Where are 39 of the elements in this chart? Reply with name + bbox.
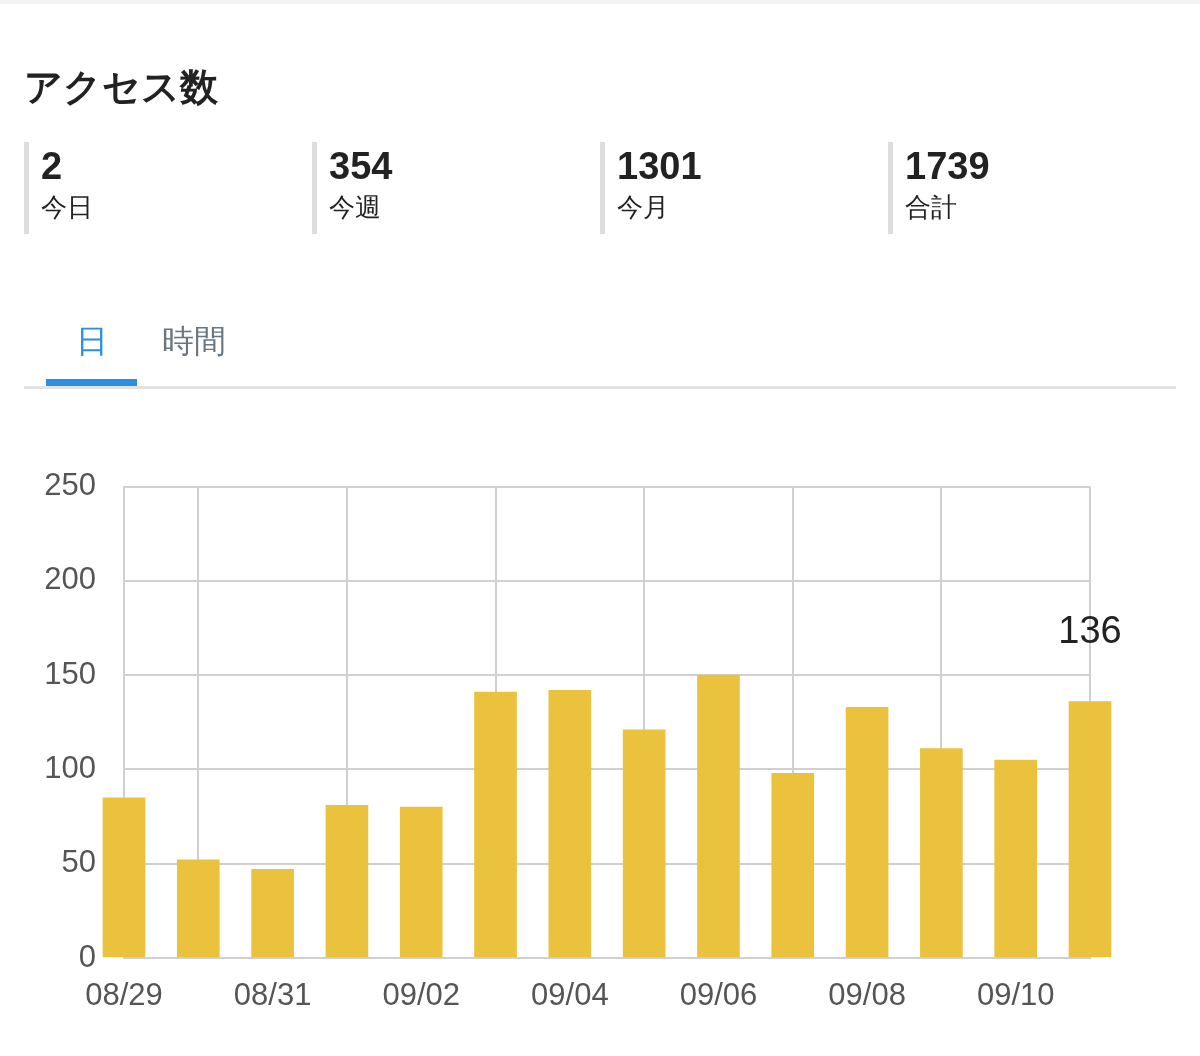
x-tick-label: 08/29 [85, 977, 163, 1013]
x-tick-label: 09/10 [976, 977, 1055, 1013]
bar [474, 691, 517, 958]
text: 今週 [329, 191, 382, 224]
x-tick-label: 09/04 [531, 977, 609, 1013]
bar [771, 772, 815, 958]
bar [622, 729, 666, 958]
bar [920, 748, 963, 958]
text: 時間 [160, 322, 227, 361]
bar [176, 859, 220, 958]
text: 1739 [905, 144, 991, 189]
bar [251, 869, 294, 958]
bar [845, 706, 889, 958]
text: 1301 [617, 144, 703, 189]
y-tick-label: 200 [44, 561, 96, 597]
x-tick-label: 09/06 [679, 977, 758, 1013]
text: 合計 [905, 191, 958, 224]
x-tick-label: 08/31 [233, 977, 312, 1013]
y-tick-label: 150 [44, 655, 96, 691]
bar [102, 797, 146, 958]
bar [548, 689, 592, 958]
bar [325, 804, 369, 958]
x-tick-label: 09/08 [828, 977, 906, 1013]
bar [994, 759, 1038, 958]
text: 日 [46, 318, 137, 386]
y-tick-label: 100 [44, 749, 96, 785]
bar [697, 674, 740, 958]
y-tick-label: 50 [61, 844, 96, 880]
bar [1068, 701, 1112, 958]
text: 今日 [41, 191, 94, 224]
text: 2 [41, 144, 64, 189]
data-label: 136 [1058, 609, 1122, 652]
bar [399, 806, 443, 958]
text: 354 [329, 144, 394, 189]
y-tick-label: 0 [78, 938, 96, 974]
y-tick-label: 250 [44, 467, 96, 503]
text: アクセス数 [24, 65, 218, 110]
text: 今月 [617, 191, 670, 224]
x-tick-label: 09/02 [382, 977, 461, 1013]
